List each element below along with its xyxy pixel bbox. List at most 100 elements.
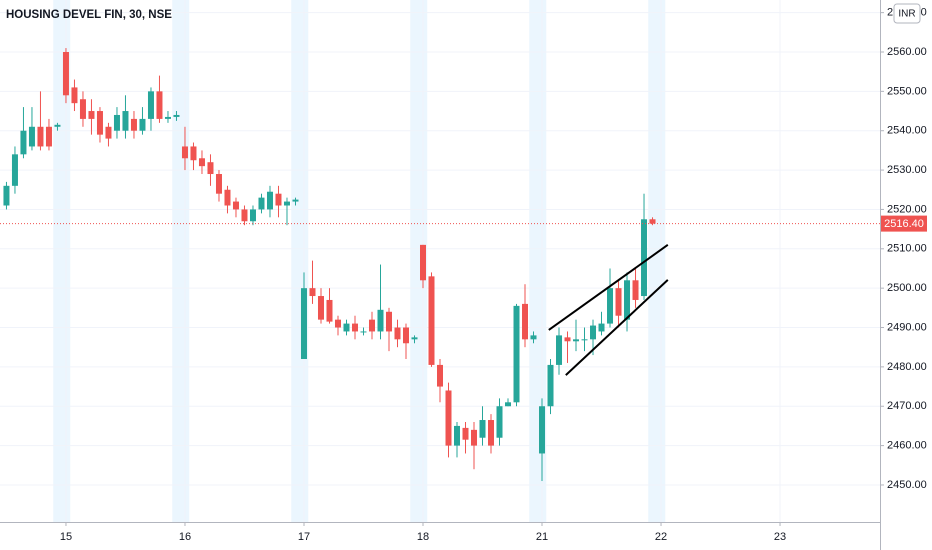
- last-price-label: 2516.40: [884, 218, 924, 230]
- candle-body: [45, 126, 52, 147]
- candle-body: [334, 319, 341, 328]
- candle-body: [79, 99, 86, 119]
- candle-body: [641, 219, 648, 297]
- candle-body: [71, 87, 78, 104]
- candle-body: [113, 114, 120, 131]
- candle-body: [190, 146, 197, 161]
- candle-body: [343, 323, 350, 332]
- candle-body: [377, 309, 384, 332]
- x-tick-label: 16: [179, 531, 191, 543]
- y-tick-label: 2460.00: [887, 440, 927, 452]
- candle-body: [496, 406, 503, 438]
- candle-body: [198, 158, 205, 167]
- candle-body: [88, 111, 95, 119]
- candle-body: [530, 335, 537, 340]
- y-tick-label: 2520.00: [887, 203, 927, 215]
- candle-body: [437, 364, 443, 387]
- candle-body: [224, 189, 231, 206]
- candle-body: [130, 118, 137, 131]
- candle-body: [488, 420, 495, 446]
- candle-body: [173, 114, 180, 117]
- y-tick-label: 2500.00: [887, 282, 927, 294]
- candle-body: [62, 51, 69, 96]
- y-tick-label: 2560.00: [887, 46, 927, 58]
- candle-body: [96, 111, 103, 135]
- x-tick-label: 17: [298, 531, 310, 543]
- candle-body: [232, 201, 239, 210]
- candle-body: [11, 154, 18, 186]
- chart-title: HOUSING DEVEL FIN, 30, NSE: [6, 9, 172, 21]
- candle-body: [598, 323, 605, 332]
- candles: [3, 48, 656, 482]
- candle-body: [368, 319, 375, 332]
- candle-body: [428, 276, 435, 365]
- x-tick-label: 18: [417, 531, 429, 543]
- x-tick-label: 22: [655, 531, 667, 543]
- candle-body: [326, 299, 333, 322]
- candle-body: [590, 325, 597, 340]
- session-band: [291, 0, 309, 522]
- y-tick-label: 2490.00: [887, 321, 927, 333]
- y-tick-label: 2470.00: [887, 400, 927, 412]
- candle-body: [164, 116, 171, 119]
- candle-body: [564, 337, 571, 342]
- candle-body: [207, 162, 214, 175]
- currency-badge[interactable]: [893, 3, 921, 24]
- candle-body: [20, 130, 27, 155]
- candle-body: [54, 124, 61, 127]
- y-tick-label: 2450.00: [887, 479, 927, 491]
- candle-body: [419, 244, 426, 281]
- candle-body: [292, 199, 299, 202]
- candle-body: [28, 126, 35, 147]
- candle-body: [402, 327, 409, 344]
- candle-body: [462, 427, 469, 440]
- candle-body: [624, 280, 631, 320]
- candle-body: [147, 91, 154, 119]
- candle-body: [181, 146, 188, 159]
- x-tick-label: 21: [536, 531, 548, 543]
- overlay: [0, 223, 880, 376]
- y-tick-label: 2550.00: [887, 85, 927, 97]
- candle-body: [547, 364, 554, 407]
- y-tick-label: 2510.00: [887, 243, 927, 255]
- candle-body: [139, 118, 146, 131]
- trendline: [548, 244, 669, 331]
- candle-body: [309, 288, 316, 297]
- candle-body: [351, 323, 358, 332]
- y-tick-label: 2480.00: [887, 361, 927, 373]
- candle-body: [300, 288, 307, 360]
- candle-body: [283, 201, 290, 206]
- candle-body: [3, 185, 10, 206]
- candle-body: [275, 193, 282, 206]
- candle-body: [615, 288, 622, 316]
- candle-body: [258, 197, 265, 210]
- candle-body: [249, 209, 256, 222]
- candle-body: [105, 126, 112, 139]
- candle-body: [479, 420, 486, 438]
- x-tick-label: 15: [60, 531, 72, 543]
- y-tick-label: 2530.00: [887, 164, 927, 176]
- candle-body: [556, 335, 563, 365]
- candle-body: [156, 91, 163, 119]
- last-price-badge: [881, 215, 927, 232]
- candle-body: [445, 390, 452, 446]
- candle-body: [522, 303, 529, 340]
- candle-body: [317, 296, 324, 320]
- y-tick-label: 2540.00: [887, 125, 927, 137]
- candle-body: [649, 219, 656, 224]
- candle-body: [513, 305, 520, 403]
- candle-body: [385, 311, 392, 332]
- trendline: [565, 279, 669, 376]
- candle-body: [360, 331, 367, 333]
- candle-body: [215, 174, 222, 194]
- candle-body: [607, 288, 614, 324]
- candle-body: [122, 111, 129, 131]
- candle-body: [411, 337, 418, 340]
- currency-label[interactable]: INR: [898, 9, 915, 20]
- candle-body: [539, 406, 546, 454]
- session-band: [648, 0, 666, 522]
- candle-body: [394, 327, 401, 340]
